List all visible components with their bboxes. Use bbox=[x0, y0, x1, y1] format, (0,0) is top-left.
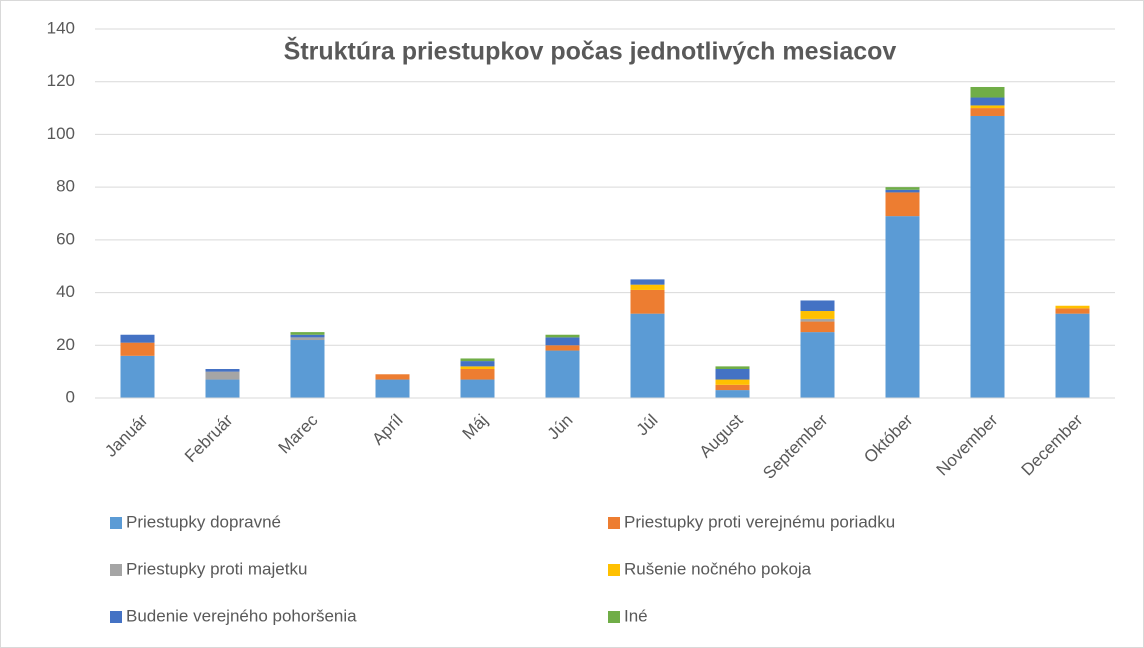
legend-swatch bbox=[608, 517, 620, 529]
bar-segment bbox=[715, 379, 750, 385]
chart-title: Štruktúra priestupkov počas jednotlivých… bbox=[284, 36, 897, 66]
bar-segment bbox=[460, 358, 495, 362]
bar-segment bbox=[290, 334, 325, 338]
bar-segment bbox=[545, 337, 580, 346]
bar-segment bbox=[205, 371, 240, 380]
legend-label: Rušenie nočného pokoja bbox=[624, 559, 812, 578]
bar-segment bbox=[885, 187, 920, 190]
bar-segment bbox=[545, 345, 580, 351]
y-tick-label: 140 bbox=[47, 18, 75, 37]
bar-segment bbox=[630, 313, 665, 398]
bar-segment bbox=[970, 105, 1005, 109]
bar-segment bbox=[800, 321, 835, 333]
bar-segment bbox=[120, 355, 155, 398]
bar-segment bbox=[630, 289, 665, 314]
bar-segment bbox=[1055, 308, 1090, 314]
bar-segment bbox=[205, 379, 240, 398]
legend-swatch bbox=[608, 564, 620, 576]
bar-segment bbox=[630, 284, 665, 290]
y-tick-label: 120 bbox=[47, 71, 75, 90]
legend-label: Budenie verejného pohoršenia bbox=[126, 606, 357, 625]
bar-segment bbox=[460, 379, 495, 398]
y-tick-label: 80 bbox=[56, 177, 75, 196]
bar-segment bbox=[970, 86, 1005, 98]
bar-segment bbox=[885, 216, 920, 398]
legend-swatch bbox=[608, 611, 620, 623]
bar-segment bbox=[460, 366, 495, 370]
bar-segment bbox=[460, 361, 495, 367]
bar-segment bbox=[970, 108, 1005, 116]
legend-swatch bbox=[110, 564, 122, 576]
bar-segment bbox=[715, 366, 750, 370]
bar-segment bbox=[120, 342, 155, 356]
legend-label: Priestupky dopravné bbox=[126, 512, 281, 531]
y-tick-label: 20 bbox=[56, 335, 75, 354]
y-tick-label: 0 bbox=[66, 387, 75, 406]
legend-label: Priestupky proti verejnému poriadku bbox=[624, 512, 895, 531]
legend-label: Iné bbox=[624, 606, 648, 625]
bar-segment bbox=[375, 374, 410, 380]
y-tick-label: 60 bbox=[56, 229, 75, 248]
legend-swatch bbox=[110, 517, 122, 529]
bar-segment bbox=[885, 189, 920, 193]
bar-segment bbox=[715, 384, 750, 391]
y-tick-label: 40 bbox=[56, 282, 75, 301]
bar-segment bbox=[120, 334, 155, 343]
legend-label: Priestupky proti majetku bbox=[126, 559, 307, 578]
bar-segment bbox=[290, 340, 325, 398]
bar-segment bbox=[290, 332, 325, 335]
bar-segment bbox=[460, 369, 495, 380]
bar-segment bbox=[800, 300, 835, 312]
bar-segment bbox=[800, 311, 835, 319]
y-tick-label: 100 bbox=[47, 124, 75, 143]
bar-segment bbox=[800, 318, 835, 322]
bar-segment bbox=[545, 334, 580, 338]
bar-segment bbox=[885, 192, 920, 217]
bar-segment bbox=[970, 97, 1005, 106]
bar-segment bbox=[1055, 313, 1090, 398]
bar-segment bbox=[970, 115, 1005, 398]
bar-segment bbox=[800, 332, 835, 398]
bar-segment bbox=[1055, 305, 1090, 309]
bar-segment bbox=[290, 337, 325, 341]
bar-segment bbox=[545, 350, 580, 398]
bar-segment bbox=[715, 369, 750, 380]
bar-segment bbox=[375, 379, 410, 398]
bar-segment bbox=[715, 390, 750, 398]
legend-swatch bbox=[110, 611, 122, 623]
bar-segment bbox=[630, 279, 665, 285]
bar-segment bbox=[205, 369, 240, 372]
